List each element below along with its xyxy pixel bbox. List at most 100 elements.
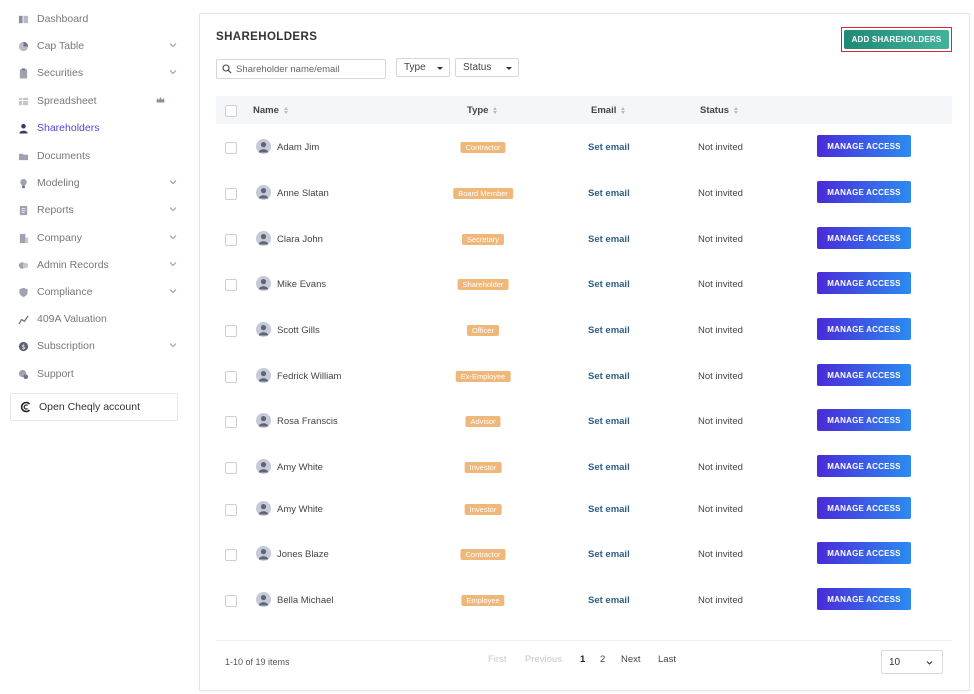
row-checkbox[interactable] (225, 462, 237, 474)
bulb-icon (18, 178, 29, 189)
table-header: Name Type Email Status (216, 96, 952, 124)
shareholder-name[interactable]: Amy White (277, 462, 323, 473)
items-summary: 1-10 of 19 items (225, 657, 290, 667)
invite-status: Not invited (698, 549, 743, 560)
row-checkbox[interactable] (225, 549, 237, 561)
sidebar-item-subscription[interactable]: $ Subscription (18, 336, 183, 356)
invite-status: Not invited (698, 188, 743, 199)
manage-access-button[interactable]: MANAGE ACCESS (817, 497, 911, 519)
shareholder-name[interactable]: Clara John (277, 234, 323, 245)
sidebar-item-cap-table[interactable]: Cap Table (18, 36, 183, 56)
column-header-type[interactable]: Type (467, 105, 498, 116)
column-header-status[interactable]: Status (700, 105, 739, 116)
sort-icon (283, 107, 288, 114)
select-all-checkbox[interactable] (225, 105, 237, 117)
sidebar-item-spreadsheet[interactable]: Spreadsheet (18, 91, 183, 111)
manage-access-button[interactable]: MANAGE ACCESS (817, 272, 911, 294)
support-icon (18, 369, 29, 380)
shareholder-name[interactable]: Mike Evans (277, 279, 327, 290)
shareholders-card: SHAREHOLDERS ADD SHAREHOLDERS Type Statu… (199, 13, 970, 691)
pagination-next[interactable]: Next (621, 654, 641, 665)
type-badge: Contractor (460, 142, 506, 153)
set-email-link[interactable]: Set email (588, 595, 630, 606)
sidebar-item-securities[interactable]: Securities (18, 63, 183, 83)
set-email-link[interactable]: Set email (588, 549, 630, 560)
sidebar-item-409a-valuation[interactable]: 409A Valuation (18, 309, 183, 329)
search-input[interactable] (236, 63, 376, 75)
user-icon (258, 371, 269, 382)
row-checkbox[interactable] (225, 595, 237, 607)
manage-access-button[interactable]: MANAGE ACCESS (817, 318, 911, 340)
shareholder-name[interactable]: Scott Gills (277, 325, 320, 336)
manage-access-button[interactable]: MANAGE ACCESS (817, 588, 911, 610)
pagination-previous[interactable]: Previous (525, 654, 562, 665)
type-badge: Board Member (453, 188, 513, 199)
manage-access-button[interactable]: MANAGE ACCESS (817, 181, 911, 203)
pagination-page-2[interactable]: 2 (600, 654, 606, 665)
sort-icon (493, 107, 498, 114)
page-size-select[interactable]: 10 (881, 650, 943, 674)
row-checkbox[interactable] (225, 325, 237, 337)
set-email-link[interactable]: Set email (588, 188, 630, 199)
row-checkbox[interactable] (225, 504, 237, 516)
avatar (256, 322, 271, 337)
open-cheqly-account-button[interactable]: Open Cheqly account (10, 393, 178, 421)
sidebar-item-reports[interactable]: Reports (18, 200, 183, 220)
set-email-link[interactable]: Set email (588, 234, 630, 245)
table-row: Fedrick William Ex-Employee Set email Not i… (216, 361, 952, 391)
manage-access-button[interactable]: MANAGE ACCESS (817, 135, 911, 157)
shareholder-name[interactable]: Amy White (277, 504, 323, 515)
column-header-email[interactable]: Email (591, 105, 626, 116)
set-email-link[interactable]: Set email (588, 371, 630, 382)
set-email-link[interactable]: Set email (588, 142, 630, 153)
row-checkbox[interactable] (225, 279, 237, 291)
user-icon (258, 279, 269, 290)
type-filter-select[interactable]: Type (396, 58, 450, 77)
pagination-first[interactable]: First (488, 654, 507, 665)
manage-access-button[interactable]: MANAGE ACCESS (817, 364, 911, 386)
table-row: Mike Evans Shareholder Set email Not invite… (216, 269, 952, 299)
sidebar-item-admin-records[interactable]: Admin Records (18, 255, 183, 275)
sidebar-item-documents[interactable]: Documents (18, 146, 183, 166)
records-icon (18, 260, 29, 271)
shareholder-name[interactable]: Adam Jim (277, 142, 320, 153)
set-email-link[interactable]: Set email (588, 416, 630, 427)
shareholder-name[interactable]: Anne Slatan (277, 188, 329, 199)
sidebar-item-support[interactable]: Support (18, 364, 183, 384)
sidebar-item-modeling[interactable]: Modeling (18, 173, 183, 193)
manage-access-button[interactable]: MANAGE ACCESS (817, 542, 911, 564)
table-row: Jones Blaze Contractor Set email Not invite… (216, 539, 952, 569)
add-shareholders-button[interactable]: ADD SHAREHOLDERS (844, 30, 949, 49)
row-checkbox[interactable] (225, 234, 237, 246)
invite-status: Not invited (698, 279, 743, 290)
set-email-link[interactable]: Set email (588, 279, 630, 290)
set-email-link[interactable]: Set email (588, 504, 630, 515)
set-email-link[interactable]: Set email (588, 325, 630, 336)
shareholder-name[interactable]: Fedrick William (277, 371, 342, 382)
sidebar-item-label: Compliance (37, 286, 93, 298)
set-email-link[interactable]: Set email (588, 462, 630, 473)
type-badge: Ex-Employee (455, 371, 511, 382)
shareholder-name[interactable]: Rosa Franscis (277, 416, 338, 427)
row-checkbox[interactable] (225, 188, 237, 200)
type-badge: Secretary (461, 234, 505, 245)
pagination-last[interactable]: Last (658, 654, 676, 665)
sidebar-item-dashboard[interactable]: Dashboard (18, 9, 183, 29)
sidebar-item-label: Spreadsheet (37, 95, 97, 107)
row-checkbox[interactable] (225, 371, 237, 383)
row-checkbox[interactable] (225, 416, 237, 428)
manage-access-button[interactable]: MANAGE ACCESS (817, 455, 911, 477)
manage-access-button[interactable]: MANAGE ACCESS (817, 227, 911, 249)
shareholder-name[interactable]: Jones Blaze (277, 549, 329, 560)
avatar (256, 413, 271, 428)
shareholder-name[interactable]: Bella Michael (277, 595, 334, 606)
column-header-name[interactable]: Name (253, 105, 288, 116)
sidebar-item-compliance[interactable]: Compliance (18, 282, 183, 302)
row-checkbox[interactable] (225, 142, 237, 154)
status-filter-select[interactable]: Status (455, 58, 519, 77)
manage-access-button[interactable]: MANAGE ACCESS (817, 409, 911, 431)
sidebar-item-company[interactable]: Company (18, 228, 183, 248)
user-icon (258, 595, 269, 606)
sidebar-item-shareholders[interactable]: Shareholders (18, 118, 183, 138)
pagination-page-1[interactable]: 1 (580, 654, 586, 665)
